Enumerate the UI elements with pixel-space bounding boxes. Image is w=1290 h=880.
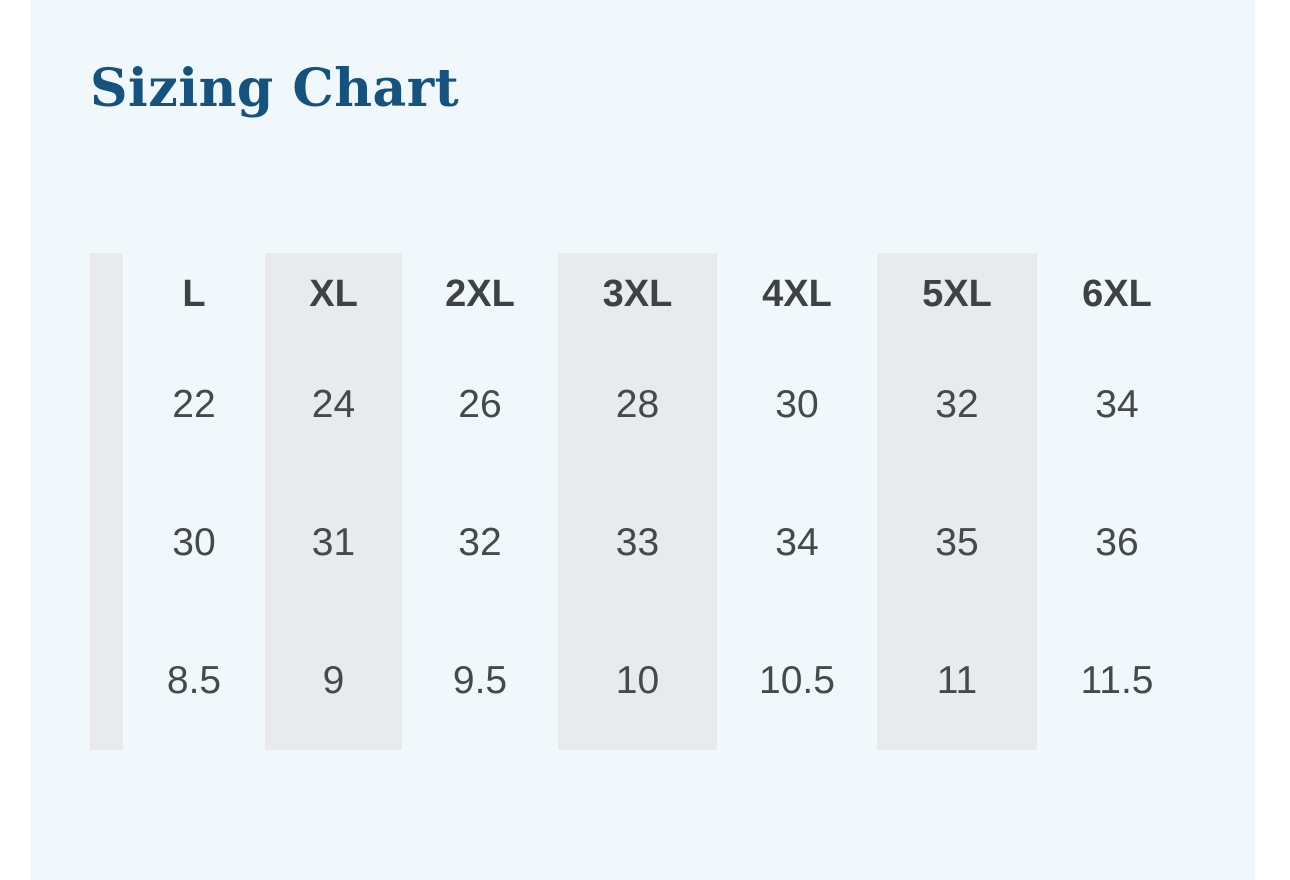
table-cell: 10 bbox=[615, 659, 660, 702]
table-row: 8.5 9 9.5 10 10.5 11 11.5 bbox=[90, 612, 1197, 750]
column-header-2xl: 2XL bbox=[445, 273, 515, 315]
table-cell: 36 bbox=[1095, 521, 1139, 564]
table-row: 22 24 26 28 30 32 34 bbox=[90, 336, 1197, 474]
table-cell: 24 bbox=[311, 383, 356, 426]
table-cell: 35 bbox=[935, 521, 979, 564]
column-header-3xl: 3XL bbox=[602, 273, 673, 315]
table-cell: 34 bbox=[1095, 383, 1139, 426]
sizing-table: L XL 2XL 3XL 4XL 5XL 6XL 22 24 26 28 30 … bbox=[90, 253, 1197, 750]
column-header-l: L bbox=[182, 273, 206, 315]
table-cell: 10.5 bbox=[759, 659, 835, 702]
column-header-4xl: 4XL bbox=[762, 273, 832, 315]
table-cell: 11 bbox=[936, 659, 978, 702]
table-cell: 28 bbox=[615, 383, 660, 426]
table-cell: 32 bbox=[458, 521, 502, 564]
header-row: L XL 2XL 3XL 4XL 5XL 6XL bbox=[90, 253, 1197, 336]
row-label-cell bbox=[90, 474, 123, 612]
table-cell: 11.5 bbox=[1080, 659, 1154, 702]
table-cell: 9 bbox=[322, 659, 345, 702]
row-label-cell bbox=[90, 612, 123, 750]
column-header-blank bbox=[90, 253, 123, 336]
table-cell: 8.5 bbox=[166, 659, 222, 702]
column-header-6xl: 6XL bbox=[1082, 273, 1152, 315]
table-cell: 30 bbox=[172, 521, 216, 564]
sizing-chart-panel: Sizing Chart L XL 2XL 3XL 4XL 5XL 6XL bbox=[30, 0, 1255, 880]
column-header-xl: XL bbox=[309, 273, 358, 315]
table-cell: 31 bbox=[311, 521, 356, 564]
table-cell: 33 bbox=[615, 521, 660, 564]
table-cell: 9.5 bbox=[452, 659, 508, 702]
row-label-cell bbox=[90, 336, 123, 474]
table-cell: 34 bbox=[775, 521, 819, 564]
table-row: 30 31 32 33 34 35 36 bbox=[90, 474, 1197, 612]
table-cell: 30 bbox=[775, 383, 819, 426]
page-title: Sizing Chart bbox=[90, 58, 460, 119]
table-cell: 32 bbox=[935, 383, 979, 426]
column-header-5xl: 5XL bbox=[922, 273, 992, 315]
table-cell: 22 bbox=[172, 383, 216, 426]
table-cell: 26 bbox=[458, 383, 502, 426]
